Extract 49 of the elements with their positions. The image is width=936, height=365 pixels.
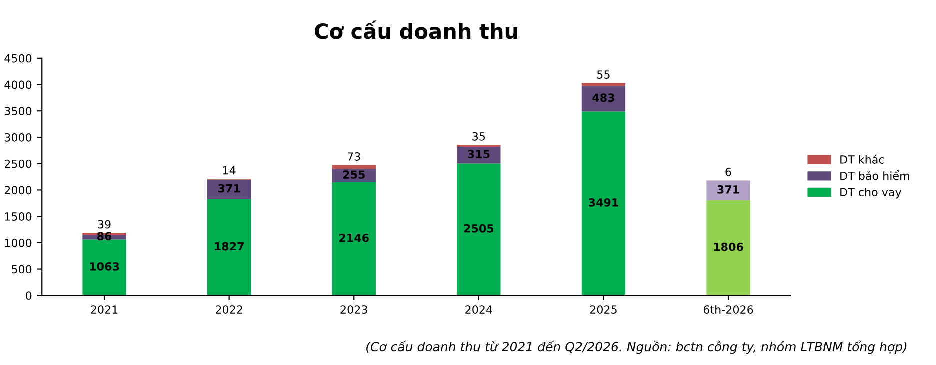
data-label: 35 [472, 132, 486, 141]
chart-title: Cơ cấu doanh thu [314, 20, 518, 40]
legend-label: DT khác [840, 154, 884, 164]
bar [332, 165, 376, 170]
y-tick-label: 3000 [4, 133, 32, 142]
y-tick-label: 2000 [4, 186, 32, 195]
bar [706, 200, 750, 296]
data-label: 1806 [714, 242, 744, 252]
data-label: 255 [343, 170, 365, 180]
bar [332, 182, 376, 296]
data-label: 39 [98, 220, 111, 229]
data-label: 2505 [464, 224, 494, 233]
x-tick-label: 2024 [466, 306, 492, 314]
bar [582, 83, 626, 86]
y-tick-label: 4500 [4, 54, 32, 63]
data-label: 73 [348, 152, 360, 161]
bar [706, 180, 750, 200]
data-label: 55 [598, 70, 610, 79]
data-label: 3491 [589, 198, 618, 207]
x-tick-label: 2025 [590, 306, 617, 314]
data-label: 483 [592, 94, 614, 102]
bar [582, 86, 626, 112]
bar [582, 112, 626, 296]
data-label: 1827 [215, 242, 244, 251]
data-label: 315 [468, 150, 490, 158]
bar [207, 199, 252, 296]
data-label: 371 [218, 184, 240, 193]
legend-label: DT cho vay [840, 188, 902, 199]
data-label: 371 [718, 185, 740, 194]
bar [82, 240, 126, 296]
bar [457, 164, 501, 296]
x-tick-label: 2023 [340, 306, 368, 314]
x-tick-label: 6th-2026 [704, 305, 754, 314]
data-label: 1063 [90, 262, 120, 271]
y-tick-label: 1500 [5, 212, 32, 221]
bar [207, 180, 252, 200]
y-tick-label: 2500 [4, 160, 32, 168]
data-label: 14 [223, 166, 236, 175]
y-tick-label: 4000 [4, 80, 32, 90]
y-tick-label: 1000 [5, 238, 32, 248]
y-tick-label: 3500 [4, 107, 32, 116]
data-label: 2146 [340, 234, 369, 242]
data-label: 6 [726, 168, 732, 176]
legend-label: DT bảo hiểm [840, 170, 910, 180]
x-tick-label: 2021 [91, 306, 118, 314]
text: (Cơ cấu doanh thu từ 2021 đến Q2/2026. Nguồn: bctn công ty, nhóm LTBNM tổng hợp) [366, 340, 907, 354]
y-tick-label: 500 [12, 265, 32, 274]
y-tick-label: 0 [26, 292, 32, 300]
x-tick-label: 2022 [216, 306, 242, 314]
